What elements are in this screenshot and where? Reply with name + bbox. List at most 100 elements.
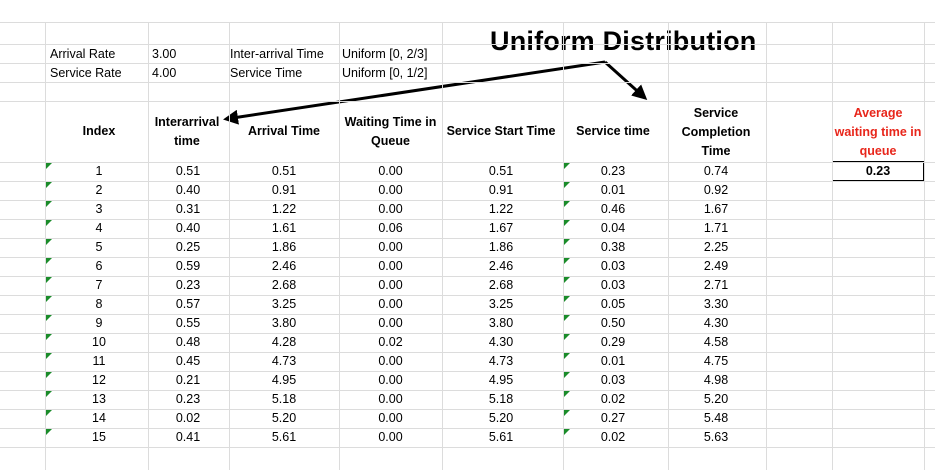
cell-index[interactable]: 2 [95,183,103,197]
cell-completion[interactable]: 3.30 [703,297,729,311]
cell-waiting[interactable]: 0.00 [378,430,403,444]
cell-interarrival[interactable]: 0.40 [175,221,201,235]
cell-start[interactable]: 0.51 [488,164,514,178]
cell-index[interactable]: 3 [95,202,103,216]
cell-service[interactable]: 0.23 [600,164,626,178]
cell-start[interactable]: 4.73 [488,354,514,368]
cell-arrival[interactable]: 2.68 [271,278,297,292]
cell-service[interactable]: 0.01 [600,183,626,197]
cell-service[interactable]: 0.02 [600,392,626,406]
cell-start[interactable]: 2.68 [488,278,514,292]
header-index[interactable]: Index [82,124,116,138]
cell-interarrival[interactable]: 0.21 [175,373,201,387]
cell-waiting[interactable]: 0.00 [378,297,403,311]
cell-completion[interactable]: 0.74 [703,164,729,178]
header-start[interactable]: Service Start Time [446,124,556,138]
cell-index[interactable]: 13 [92,392,106,406]
cell-arrival[interactable]: 1.22 [271,202,297,216]
cell-interarrival[interactable]: 0.55 [175,316,201,330]
cell-interarrival[interactable]: 0.45 [175,354,201,368]
cell-service[interactable]: 0.50 [600,316,626,330]
service-rate-value[interactable]: 4.00 [152,66,177,80]
cell-start[interactable]: 3.25 [488,297,514,311]
cell-start[interactable]: 5.20 [488,411,514,425]
cell-waiting[interactable]: 0.00 [378,240,403,254]
cell-index[interactable]: 7 [95,278,103,292]
cell-service[interactable]: 0.03 [600,373,626,387]
cell-arrival[interactable]: 0.51 [271,164,297,178]
header-service[interactable]: Service time [576,124,650,138]
service-rate-label[interactable]: Service Rate [50,66,122,80]
cell-start[interactable]: 5.18 [488,392,514,406]
cell-waiting[interactable]: 0.00 [378,411,403,425]
cell-arrival[interactable]: 5.18 [271,392,297,406]
cell-service[interactable]: 0.04 [600,221,626,235]
cell-index[interactable]: 1 [95,164,103,178]
average-waiting-label[interactable]: Average waiting time in queue [834,106,922,158]
header-arrival[interactable]: Arrival Time [247,124,321,138]
cell-interarrival[interactable]: 0.23 [175,278,201,292]
cell-index[interactable]: 6 [95,259,103,273]
cell-arrival[interactable]: 3.25 [271,297,297,311]
cell-completion[interactable]: 4.30 [703,316,729,330]
cell-service[interactable]: 0.03 [600,278,626,292]
cell-arrival[interactable]: 5.61 [271,430,297,444]
cell-interarrival[interactable]: 0.59 [175,259,201,273]
cell-completion[interactable]: 5.48 [703,411,729,425]
cell-completion[interactable]: 5.63 [703,430,729,444]
cell-completion[interactable]: 0.92 [703,183,729,197]
cell-waiting[interactable]: 0.00 [378,354,403,368]
cell-completion[interactable]: 5.20 [703,392,729,406]
cell-interarrival[interactable]: 0.31 [175,202,201,216]
cell-waiting[interactable]: 0.00 [378,202,403,216]
cell-arrival[interactable]: 3.80 [271,316,297,330]
cell-start[interactable]: 1.86 [488,240,514,254]
cell-service[interactable]: 0.05 [600,297,626,311]
cell-arrival[interactable]: 4.95 [271,373,297,387]
cell-arrival[interactable]: 2.46 [271,259,297,273]
cell-interarrival[interactable]: 0.23 [175,392,201,406]
cell-waiting[interactable]: 0.00 [378,316,403,330]
header-interarrival[interactable]: Interarrival time [154,115,220,148]
cell-waiting[interactable]: 0.00 [378,278,403,292]
cell-interarrival[interactable]: 0.51 [175,164,201,178]
cell-completion[interactable]: 2.71 [703,278,729,292]
cell-completion[interactable]: 4.58 [703,335,729,349]
cell-completion[interactable]: 2.25 [703,240,729,254]
cell-index[interactable]: 4 [95,221,103,235]
header-completion[interactable]: Service Completion Time [681,106,751,158]
arrival-rate-value[interactable]: 3.00 [152,47,177,61]
cell-waiting[interactable]: 0.06 [378,221,403,235]
service-dist-value[interactable]: Uniform [0, 1/2] [342,66,428,80]
cell-waiting[interactable]: 0.00 [378,259,403,273]
interarrival-dist-value[interactable]: Uniform [0, 2/3] [342,47,428,61]
cell-completion[interactable]: 4.75 [703,354,729,368]
header-waiting[interactable]: Waiting Time in Queue [344,115,437,148]
cell-service[interactable]: 0.46 [600,202,626,216]
cell-completion[interactable]: 4.98 [703,373,729,387]
cell-start[interactable]: 1.67 [488,221,514,235]
cell-interarrival[interactable]: 0.25 [175,240,201,254]
cell-index[interactable]: 9 [95,316,103,330]
cell-index[interactable]: 11 [92,354,106,368]
cell-service[interactable]: 0.27 [600,411,626,425]
arrival-rate-label[interactable]: Arrival Rate [50,47,116,61]
cell-start[interactable]: 4.95 [488,373,514,387]
cell-arrival[interactable]: 4.73 [271,354,297,368]
cell-waiting[interactable]: 0.00 [378,164,403,178]
cell-start[interactable]: 0.91 [488,183,514,197]
cell-waiting[interactable]: 0.02 [378,335,403,349]
cell-start[interactable]: 2.46 [488,259,514,273]
cell-arrival[interactable]: 1.61 [271,221,297,235]
cell-waiting[interactable]: 0.00 [378,373,403,387]
cell-start[interactable]: 3.80 [488,316,514,330]
cell-arrival[interactable]: 4.28 [271,335,297,349]
cell-interarrival[interactable]: 0.48 [175,335,201,349]
cell-interarrival[interactable]: 0.41 [175,430,201,444]
cell-index[interactable]: 14 [92,411,106,425]
cell-interarrival[interactable]: 0.02 [175,411,201,425]
cell-service[interactable]: 0.02 [600,430,626,444]
cell-waiting[interactable]: 0.00 [378,392,403,406]
cell-arrival[interactable]: 5.20 [271,411,297,425]
cell-arrival[interactable]: 1.86 [271,240,297,254]
